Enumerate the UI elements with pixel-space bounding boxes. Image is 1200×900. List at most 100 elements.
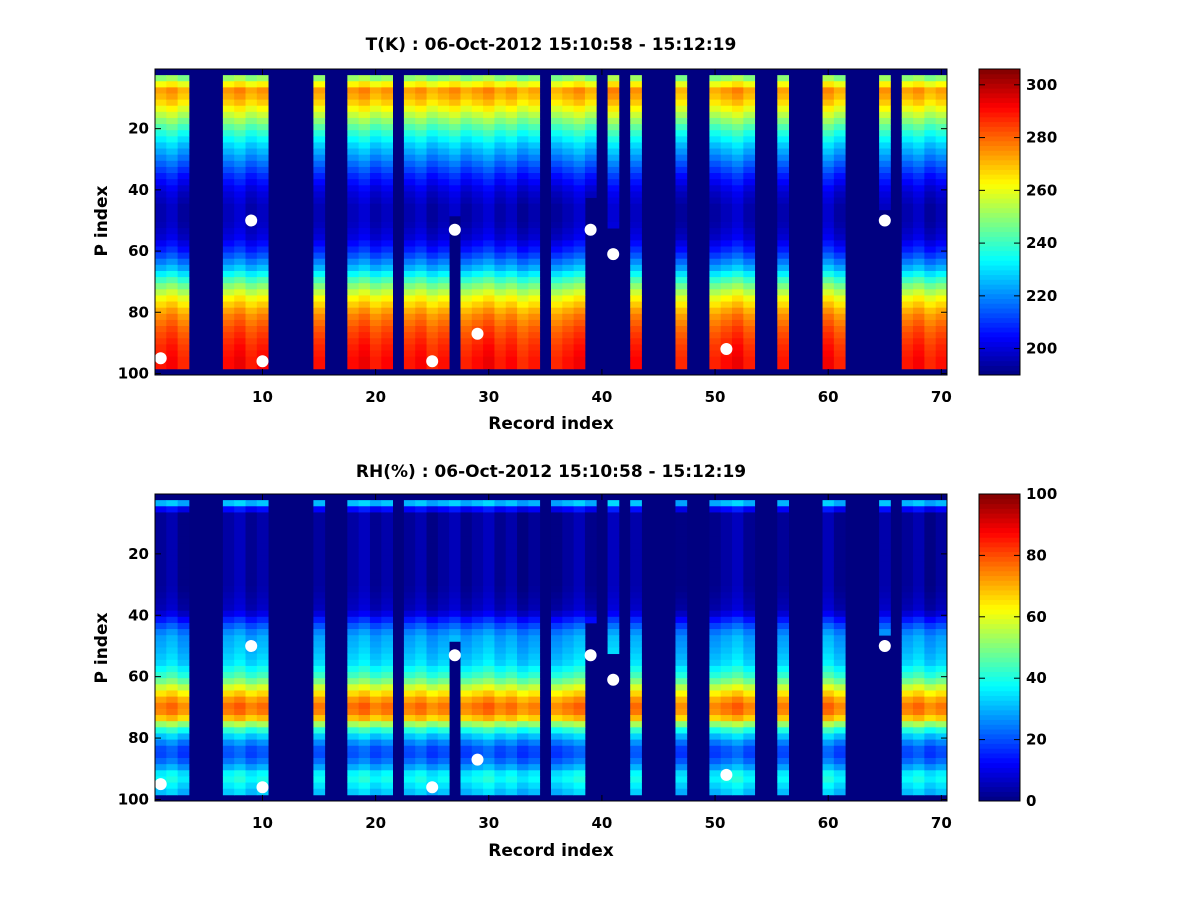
heatmap-cell — [222, 264, 235, 272]
heatmap-cell — [313, 506, 326, 513]
heatmap-cell — [901, 610, 914, 618]
heatmap-cell — [483, 81, 495, 88]
heatmap-cell — [709, 173, 722, 180]
heatmap-cell — [358, 678, 371, 685]
heatmap-cell — [709, 75, 722, 82]
heatmap-cell — [743, 604, 756, 612]
colorbar-swatch — [979, 298, 1020, 304]
colorbar-swatch — [979, 274, 1020, 280]
heatmap-cell — [505, 543, 518, 550]
heatmap-cell — [234, 549, 246, 556]
heatmap-cell — [720, 629, 733, 636]
heatmap-cell — [709, 758, 722, 765]
heatmap-cell — [732, 179, 744, 186]
heatmap-cell — [924, 758, 937, 765]
heatmap-cell — [517, 616, 529, 624]
heatmap-cell — [426, 758, 439, 765]
heatmap-cell — [256, 93, 269, 100]
heatmap-cell — [630, 277, 642, 284]
heatmap-cell — [573, 721, 586, 728]
heatmap-cell — [505, 160, 518, 168]
heatmap-cell — [675, 130, 688, 137]
heatmap-cell — [743, 87, 756, 94]
heatmap-cell — [833, 160, 846, 168]
heatmap-cell — [505, 758, 518, 765]
heatmap-cell — [471, 295, 484, 302]
heatmap-cell — [833, 745, 846, 753]
heatmap-cell — [494, 124, 507, 131]
heatmap-cell — [347, 87, 360, 94]
heatmap-cell — [426, 332, 439, 339]
heatmap-cell — [528, 362, 541, 370]
heatmap-cell — [166, 154, 179, 162]
heatmap-cell — [483, 745, 495, 753]
colorbar-swatch — [979, 126, 1020, 132]
heatmap-cell — [426, 622, 439, 630]
colorbar-swatch — [979, 355, 1020, 362]
heatmap-cell — [901, 604, 914, 612]
heatmap-cell — [743, 319, 756, 327]
heatmap-cell — [562, 696, 575, 704]
heatmap-cell — [675, 154, 688, 162]
heatmap-cell — [517, 222, 529, 229]
heatmap-cell — [505, 764, 518, 771]
heatmap-cell — [924, 228, 937, 235]
heatmap-cell — [935, 124, 948, 131]
heatmap-cell — [222, 518, 235, 526]
heatmap-cell — [822, 641, 835, 648]
heatmap-cell — [901, 154, 914, 162]
heatmap-cell — [879, 592, 891, 599]
heatmap-cell — [551, 635, 563, 642]
heatmap-cell — [381, 665, 393, 673]
heatmap-cell — [358, 313, 371, 321]
heatmap-cell — [347, 555, 360, 562]
heatmap-cell — [256, 283, 269, 290]
heatmap-cell — [358, 87, 371, 94]
marker-point — [256, 781, 269, 794]
heatmap-cell — [517, 326, 529, 333]
heatmap-cell — [517, 99, 529, 107]
heatmap-cell — [505, 641, 518, 648]
heatmap-cell — [222, 136, 235, 143]
heatmap-cell — [505, 111, 518, 119]
heatmap-cell — [449, 191, 461, 198]
heatmap-cell — [426, 124, 439, 131]
heatmap-cell — [924, 616, 937, 624]
heatmap-cell — [166, 782, 179, 790]
heatmap-cell — [505, 75, 518, 82]
heatmap-cell — [369, 283, 382, 290]
heatmap-cell — [403, 344, 416, 351]
heatmap-cell — [449, 598, 461, 605]
heatmap-cell — [732, 319, 744, 327]
heatmap-cell — [437, 136, 450, 143]
heatmap-cell — [833, 647, 846, 655]
heatmap-cell — [901, 173, 914, 180]
heatmap-cell — [924, 356, 937, 364]
heatmap-cell — [924, 81, 937, 88]
heatmap-cell — [403, 105, 416, 113]
heatmap-cell — [528, 733, 541, 740]
data-column — [675, 500, 688, 796]
heatmap-cell — [709, 635, 722, 642]
marker-point — [878, 640, 891, 652]
heatmap-cell — [403, 788, 416, 796]
heatmap-cell — [675, 653, 688, 661]
heatmap-cell — [358, 191, 371, 198]
heatmap-cell — [449, 629, 461, 636]
heatmap-cell — [630, 635, 642, 642]
heatmap-cell — [358, 758, 371, 765]
heatmap-cell — [901, 506, 914, 513]
heatmap-cell — [822, 240, 835, 247]
heatmap-cell — [426, 567, 439, 575]
heatmap-cell — [924, 665, 937, 673]
heatmap-cell — [403, 629, 416, 636]
heatmap-cell — [426, 733, 439, 740]
heatmap-cell — [551, 579, 563, 587]
heatmap-cell — [403, 690, 416, 698]
heatmap-cell — [222, 319, 235, 327]
heatmap-cell — [369, 350, 382, 358]
heatmap-cell — [347, 776, 360, 783]
heatmap-cell — [166, 117, 179, 125]
heatmap-cell — [381, 604, 393, 612]
